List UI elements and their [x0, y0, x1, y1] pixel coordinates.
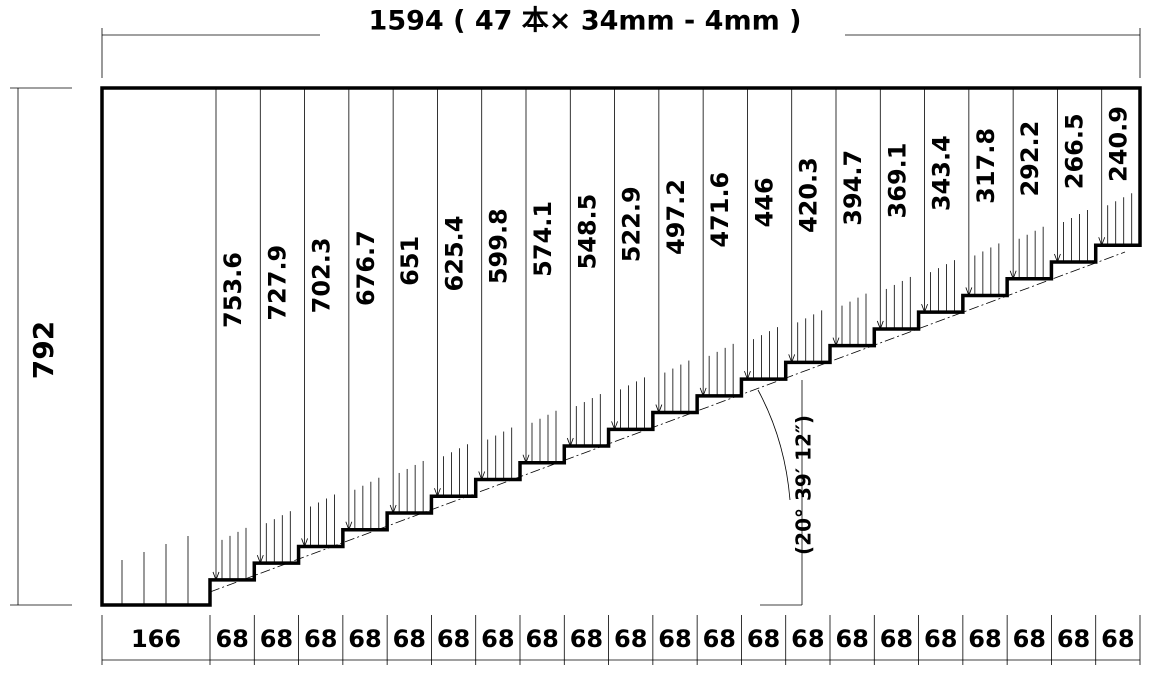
step-height: 292.2	[1016, 121, 1044, 197]
step-height: 369.1	[883, 143, 911, 219]
step-height: 266.5	[1060, 113, 1088, 189]
angle-label: (20° 39′ 12″)	[792, 415, 816, 555]
step-height: 753.6	[219, 252, 247, 328]
bottom-width: 68	[348, 625, 381, 653]
bottom-width: 68	[1013, 625, 1046, 653]
step-height: 343.4	[928, 135, 956, 211]
bottom-width: 68	[658, 625, 691, 653]
bottom-width: 68	[393, 625, 426, 653]
bottom-width: 68	[481, 625, 514, 653]
bottom-width: 68	[1101, 625, 1134, 653]
step-height: 471.6	[706, 172, 734, 248]
step-height: 420.3	[795, 157, 823, 233]
top-dimension: 1594 ( 47 本× 34mm - 4mm )	[369, 6, 802, 37]
bottom-width: 68	[525, 625, 558, 653]
bottom-width: 68	[437, 625, 470, 653]
step-height: 522.9	[618, 186, 646, 262]
step-height: 676.7	[352, 230, 380, 306]
step-height: 625.4	[440, 216, 468, 292]
bottom-width: 166	[131, 625, 181, 653]
step-height: 446	[750, 177, 778, 227]
step-height: 548.5	[573, 194, 601, 270]
slope-line	[209, 251, 1126, 593]
bottom-width: 68	[260, 625, 293, 653]
step-height: 599.8	[485, 208, 513, 284]
step-height: 574.1	[529, 201, 557, 277]
bottom-width: 68	[880, 625, 913, 653]
bottom-width: 68	[835, 625, 868, 653]
bottom-width: 68	[968, 625, 1001, 653]
bottom-width: 68	[747, 625, 780, 653]
step-height: 727.9	[263, 245, 291, 321]
stair-outline	[100, 86, 1142, 607]
stairs: 753.6 727.9 702.3 676.7 651 625.4 599.8 574.1 54…	[100, 86, 1142, 665]
bottom-width: 68	[614, 625, 647, 653]
step-height: 702.3	[308, 237, 336, 313]
bottom-width: 68	[1057, 625, 1090, 653]
angle-arc	[757, 389, 791, 501]
step-height: 651	[396, 236, 424, 286]
step-height: 317.8	[972, 128, 1000, 204]
bottom-width: 68	[791, 625, 824, 653]
bottom-width: 68	[215, 625, 248, 653]
bottom-width: 68	[924, 625, 957, 653]
bottom-width: 68	[570, 625, 603, 653]
step-height: 497.2	[662, 179, 690, 255]
step-height: 394.7	[839, 150, 867, 226]
height-dimension: 792	[27, 321, 60, 379]
step-height: 240.9	[1105, 106, 1133, 182]
bottom-width: 68	[304, 625, 337, 653]
bottom-width: 68	[703, 625, 736, 653]
